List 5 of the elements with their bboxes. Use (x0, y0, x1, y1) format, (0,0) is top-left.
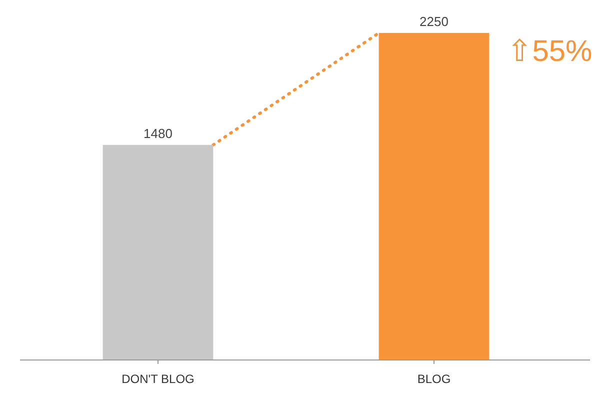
annotation: ⇧55% (507, 35, 592, 68)
x-tick-label: DON'T BLOG (122, 372, 194, 386)
x-tick-label: BLOG (417, 372, 451, 386)
data-label: 2250 (420, 14, 448, 29)
data-label: 1480 (144, 126, 172, 141)
